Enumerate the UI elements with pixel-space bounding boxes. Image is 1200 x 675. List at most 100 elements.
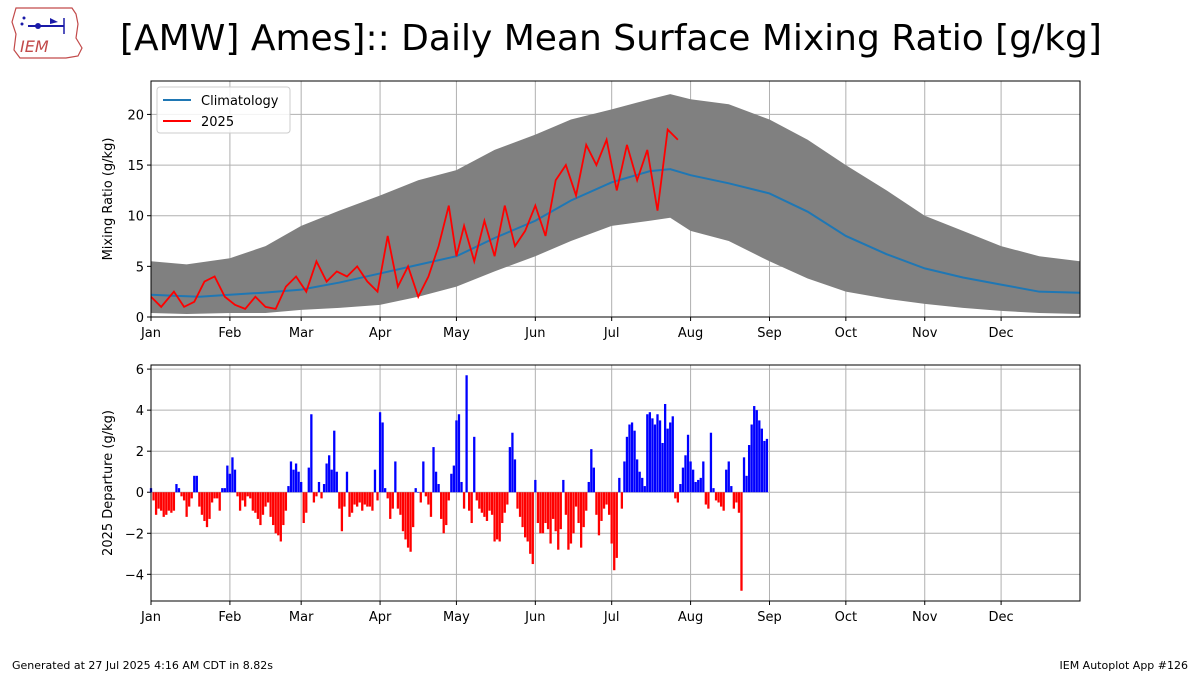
departure-bar-negative bbox=[389, 492, 392, 519]
departure-bar-negative bbox=[475, 492, 478, 501]
departure-bar-positive bbox=[656, 414, 659, 493]
departure-bar-negative bbox=[277, 492, 280, 536]
departure-bar-positive bbox=[592, 467, 596, 493]
departure-bar-positive bbox=[646, 414, 649, 493]
departure-bar-negative bbox=[717, 492, 720, 503]
departure-bar-positive bbox=[686, 434, 690, 493]
departure-bar-negative bbox=[526, 492, 529, 542]
departure-bar-positive bbox=[618, 477, 621, 493]
departure-bar-negative bbox=[424, 492, 428, 497]
departure-bar-negative bbox=[567, 492, 570, 550]
departure-bar-negative bbox=[282, 492, 285, 526]
bottom-x-tick-label: Jun bbox=[524, 610, 545, 625]
departure-bar-negative bbox=[574, 492, 578, 507]
departure-bar-positive bbox=[694, 481, 697, 493]
departure-bar-negative bbox=[442, 492, 445, 534]
departure-bar-positive bbox=[663, 403, 667, 493]
departure-bar-negative bbox=[610, 492, 613, 544]
departure-bar-positive bbox=[322, 484, 326, 493]
departure-bar-negative bbox=[409, 492, 412, 552]
departure-bar-negative bbox=[488, 492, 491, 511]
departure-bar-negative bbox=[213, 492, 216, 499]
departure-bar-negative bbox=[613, 492, 616, 571]
top-y-tick-label: 20 bbox=[127, 108, 144, 123]
departure-bar-negative bbox=[429, 492, 433, 517]
departure-bar-negative bbox=[605, 492, 608, 505]
departure-bar-negative bbox=[208, 492, 211, 519]
departure-bar-negative bbox=[200, 492, 204, 515]
departure-bar-positive bbox=[511, 432, 514, 493]
departure-bar-negative bbox=[203, 492, 206, 521]
departure-bar-positive bbox=[432, 447, 435, 493]
departure-bar-negative bbox=[238, 492, 242, 511]
departure-bar-negative bbox=[485, 492, 489, 521]
departure-bar-negative bbox=[506, 492, 509, 505]
departure-bar-positive bbox=[330, 469, 333, 493]
top-x-tick-label: Jul bbox=[603, 326, 620, 341]
departure-bar-positive bbox=[328, 455, 331, 493]
bottom-x-tick-label: Sep bbox=[757, 610, 782, 625]
departure-bar-positive bbox=[653, 424, 657, 493]
departure-bar-positive bbox=[763, 440, 766, 493]
departure-bar-negative bbox=[274, 492, 277, 534]
bottom-x-tick-label: Apr bbox=[369, 610, 392, 625]
departure-bar-positive bbox=[508, 447, 512, 493]
departure-bar-negative bbox=[536, 492, 540, 524]
departure-bar-positive bbox=[758, 420, 761, 493]
iem-logo-graphic: IEM bbox=[11, 7, 83, 59]
departure-bar-negative bbox=[585, 492, 588, 511]
legend-2025-label: 2025 bbox=[201, 115, 234, 130]
departure-bar-negative bbox=[366, 492, 369, 507]
departure-bar-negative bbox=[198, 492, 201, 507]
bottom-x-tick-label: Mar bbox=[289, 610, 314, 625]
departure-bar-negative bbox=[529, 492, 532, 554]
departure-bar-negative bbox=[470, 492, 473, 524]
departure-bar-negative bbox=[261, 492, 265, 515]
departure-bar-negative bbox=[167, 492, 170, 511]
climatology-panel: Jan Feb Mar Apr May Jun Jul Aug Sep Oct Nov Dec 0 5 10… bbox=[101, 80, 1081, 341]
departure-bar-positive bbox=[325, 463, 328, 493]
departure-bar-positive bbox=[709, 432, 713, 493]
departure-bar-negative bbox=[353, 492, 356, 505]
departure-bar-negative bbox=[302, 492, 305, 524]
top-x-tick-label: Jun bbox=[524, 326, 545, 341]
departure-bar-negative bbox=[358, 492, 361, 503]
departure-bar-positive bbox=[335, 471, 338, 493]
departure-bar-negative bbox=[740, 492, 743, 591]
departure-bar-negative bbox=[569, 492, 573, 544]
top-x-tick-label: Aug bbox=[678, 326, 703, 341]
departure-bar-negative bbox=[462, 492, 466, 509]
departure-bar-positive bbox=[228, 473, 232, 493]
bottom-y-tick-label: 6 bbox=[136, 363, 144, 378]
bottom-plot-area bbox=[151, 365, 1080, 601]
top-frame bbox=[150, 80, 1081, 318]
departure-bar-positive bbox=[699, 477, 702, 493]
departure-bar-positive bbox=[765, 438, 769, 493]
departure-panel: Jan Feb Mar Apr May Jun Jul Aug Sep Oct Nov Dec −4 −2… bbox=[101, 363, 1081, 625]
departure-bar-positive bbox=[587, 481, 590, 493]
departure-bar-negative bbox=[251, 492, 254, 511]
departure-bar-positive bbox=[562, 479, 565, 493]
departure-bar-positive bbox=[689, 461, 692, 493]
departure-bar-positive bbox=[300, 481, 303, 493]
departure-bar-negative bbox=[496, 492, 499, 540]
departure-bar-negative bbox=[577, 492, 580, 524]
departure-bar-positive bbox=[294, 463, 298, 493]
departure-bar-negative bbox=[210, 492, 214, 503]
top-x-tick-label: Apr bbox=[369, 326, 392, 341]
departure-bar-positive bbox=[384, 488, 387, 493]
departure-bar-positive bbox=[394, 461, 397, 493]
departure-bar-positive bbox=[289, 461, 293, 493]
departure-bar-negative bbox=[676, 492, 680, 503]
departure-bar-negative bbox=[216, 492, 219, 499]
departure-bar-negative bbox=[615, 492, 618, 558]
departure-bar-negative bbox=[157, 492, 160, 509]
departure-bar-positive bbox=[195, 475, 198, 493]
departure-bar-negative bbox=[707, 492, 710, 509]
departure-bar-positive bbox=[317, 481, 321, 493]
departure-bar-negative bbox=[340, 492, 344, 532]
departure-bar-negative bbox=[498, 492, 501, 542]
departure-bar-negative bbox=[396, 492, 400, 509]
departure-bar-negative bbox=[205, 492, 209, 528]
bottom-x-tick-label: May bbox=[443, 610, 470, 625]
